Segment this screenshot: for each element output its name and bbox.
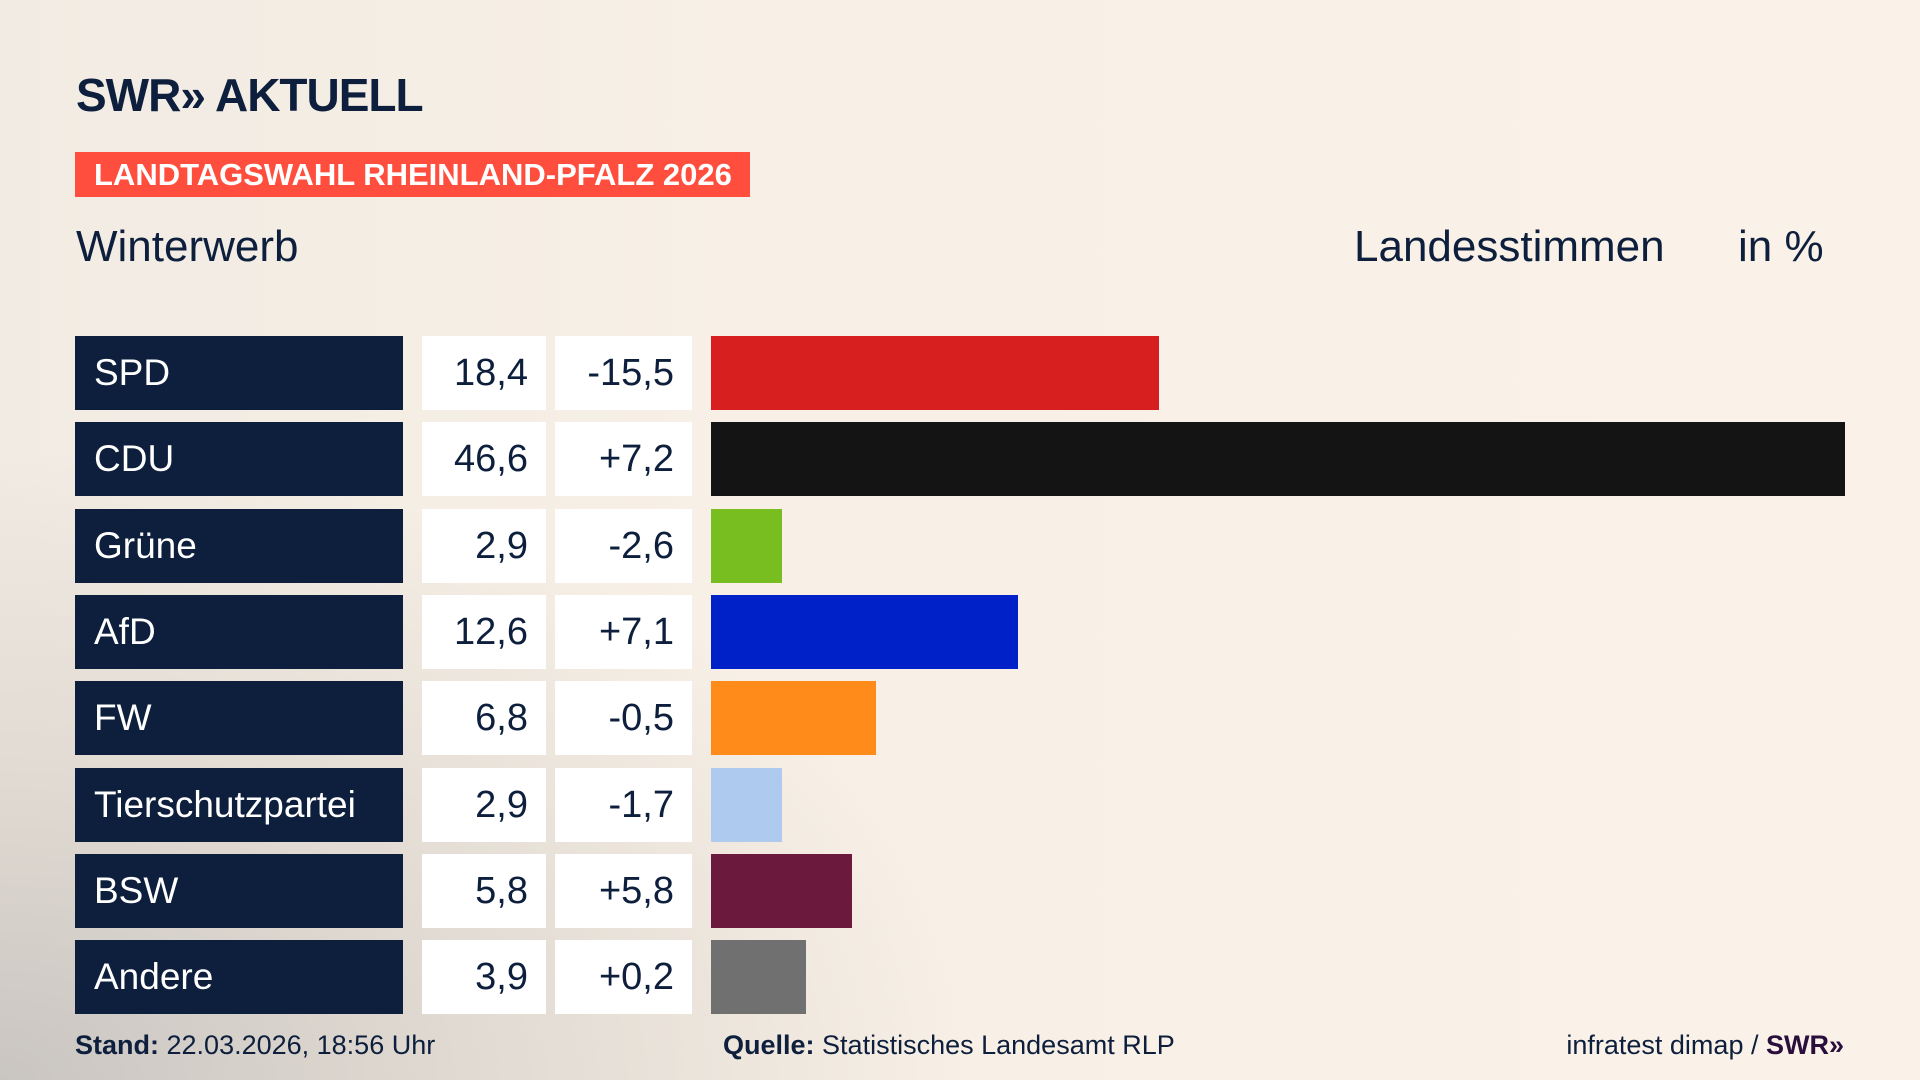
party-diff-label: -1,7	[555, 767, 692, 842]
party-bar	[711, 508, 782, 583]
party-name: CDU	[75, 422, 403, 497]
swr-logo-small: SWR»	[1765, 1030, 1844, 1060]
party-bar	[711, 940, 806, 1015]
party-value-label: 2,9	[422, 767, 546, 842]
party-value-label: 3,9	[422, 940, 546, 1015]
source-value: Statistisches Landesamt RLP	[822, 1030, 1175, 1060]
party-bar	[711, 594, 1018, 669]
party-name: SPD	[75, 336, 403, 410]
party-value-label: 2,9	[422, 508, 546, 583]
party-bar	[711, 336, 1159, 410]
party-name: Andere	[75, 940, 403, 1015]
party-name: FW	[75, 681, 403, 756]
stand-value: 22.03.2026, 18:56 Uhr	[166, 1030, 436, 1060]
party-value-label: 46,6	[422, 422, 546, 497]
party-name: AfD	[75, 594, 403, 669]
metric-label: Landesstimmen	[1354, 222, 1665, 271]
stand-label: Stand:	[75, 1030, 159, 1060]
party-value-label: 12,6	[422, 594, 546, 669]
election-banner: LANDTAGSWAHL RHEINLAND-PFALZ 2026	[75, 152, 750, 197]
party-diff-label: -15,5	[555, 336, 692, 410]
party-value-label: 5,8	[422, 853, 546, 928]
party-name: BSW	[75, 853, 403, 928]
party-bar	[711, 681, 877, 756]
party-diff-label: +0,2	[555, 940, 692, 1015]
party-diff-label: -2,6	[555, 508, 692, 583]
unit-label: in %	[1738, 222, 1824, 271]
party-diff-label: +7,2	[555, 422, 692, 497]
credit-text: infratest dimap /	[1566, 1030, 1759, 1060]
party-bar	[711, 853, 853, 928]
party-diff-label: +7,1	[555, 594, 692, 669]
party-name: Tierschutzpartei	[75, 767, 403, 842]
stand-info: Stand: 22.03.2026, 18:56 Uhr	[75, 1030, 435, 1061]
party-bar	[711, 767, 782, 842]
swr-aktuell-logo: SWR» AKTUELL	[76, 69, 424, 121]
party-bar	[711, 422, 1845, 497]
party-diff-label: -0,5	[555, 681, 692, 756]
source-info: Quelle: Statistisches Landesamt RLP	[723, 1030, 1175, 1061]
credit-info: infratest dimap / SWR»	[1566, 1030, 1844, 1061]
party-name: Grüne	[75, 508, 403, 583]
party-value-label: 6,8	[422, 681, 546, 756]
party-diff-label: +5,8	[555, 853, 692, 928]
party-value-label: 18,4	[422, 336, 546, 410]
municipality-title: Winterwerb	[76, 222, 299, 271]
source-label: Quelle:	[723, 1030, 815, 1060]
